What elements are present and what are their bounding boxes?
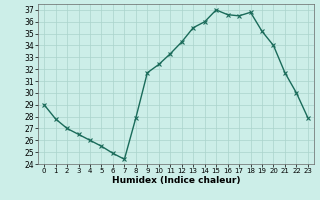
X-axis label: Humidex (Indice chaleur): Humidex (Indice chaleur) — [112, 176, 240, 185]
